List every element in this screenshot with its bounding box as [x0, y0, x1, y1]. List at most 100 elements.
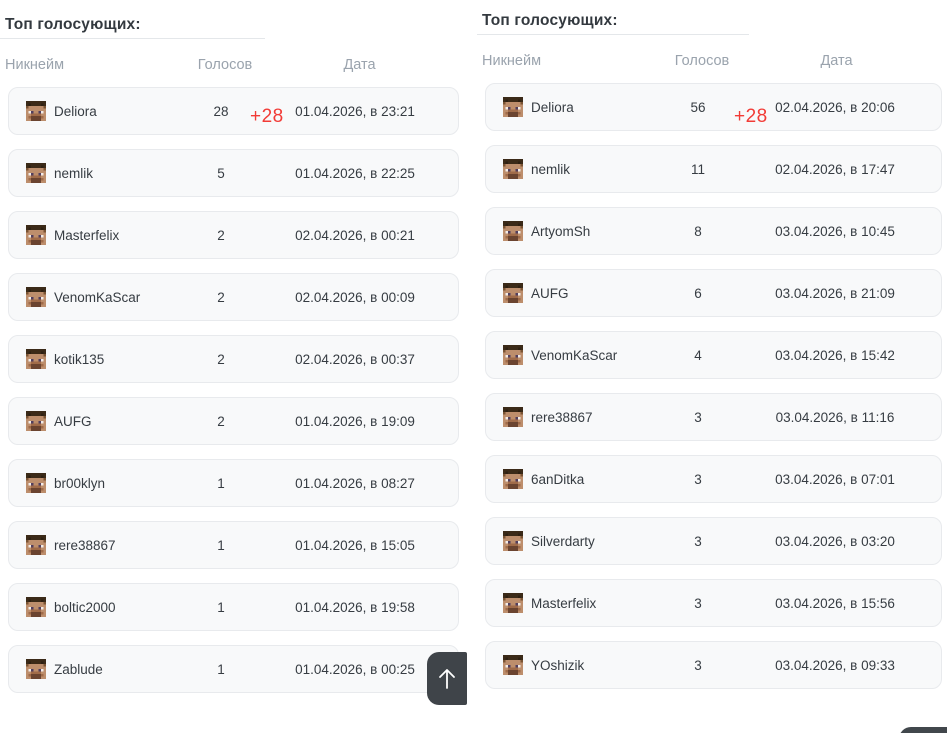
player-avatar-icon — [503, 283, 523, 303]
voter-date: 02.04.2026, в 00:21 — [295, 227, 415, 243]
scroll-to-top-button-partial[interactable] — [899, 727, 947, 733]
votes-delta-annotation: +28 — [250, 106, 284, 127]
column-header-votes: Голосов — [674, 53, 730, 69]
voter-date: 02.04.2026, в 17:47 — [775, 161, 895, 177]
voter-nickname: nemlik — [54, 165, 94, 181]
voter-row: Deliora 28 01.04.2026, в 23:21 — [8, 87, 459, 135]
player-avatar-icon — [503, 593, 523, 613]
voter-votes: 3 — [694, 409, 702, 425]
voter-name-cell: Masterfelix — [26, 225, 166, 245]
voter-row: YOshizik 3 03.04.2026, в 09:33 — [485, 641, 942, 689]
voter-nickname: Deliora — [531, 99, 574, 115]
voter-row: Masterfelix 2 02.04.2026, в 00:21 — [8, 211, 459, 259]
player-avatar-icon — [503, 469, 523, 489]
voter-row: 6anDitka 3 03.04.2026, в 07:01 — [485, 455, 942, 503]
voter-name-cell: nemlik — [26, 163, 166, 183]
voter-votes: 6 — [694, 285, 702, 301]
voter-votes: 2 — [217, 289, 225, 305]
voter-date: 01.04.2026, в 22:25 — [295, 165, 415, 181]
panel-title: Топ голосующих: — [482, 12, 618, 29]
voter-name-cell: VenomKaScar — [26, 287, 166, 307]
player-avatar-icon — [503, 531, 523, 551]
voter-votes: 2 — [217, 227, 225, 243]
voter-name-cell: nemlik — [503, 159, 643, 179]
voter-date: 02.04.2026, в 20:06 — [775, 99, 895, 115]
voter-name-cell: boltic2000 — [26, 597, 166, 617]
voter-date: 03.04.2026, в 15:56 — [775, 595, 895, 611]
scroll-to-top-button[interactable] — [427, 652, 467, 705]
voter-row: VenomKaScar 2 02.04.2026, в 00:09 — [8, 273, 459, 321]
voter-date: 01.04.2026, в 00:25 — [295, 661, 415, 677]
voter-row: boltic2000 1 01.04.2026, в 19:58 — [8, 583, 459, 631]
voter-nickname: boltic2000 — [54, 599, 116, 615]
voter-nickname: kotik135 — [54, 351, 105, 367]
voter-date: 01.04.2026, в 23:21 — [295, 103, 415, 119]
voter-votes: 1 — [217, 599, 225, 615]
voter-name-cell: br00klyn — [26, 473, 166, 493]
voter-votes: 3 — [694, 595, 702, 611]
voter-nickname: rere38867 — [54, 537, 116, 553]
column-header-votes: Голосов — [197, 57, 253, 73]
player-avatar-icon — [503, 97, 523, 117]
voter-date: 03.04.2026, в 21:09 — [775, 285, 895, 301]
voter-votes: 28 — [213, 103, 229, 119]
voter-name-cell: 6anDitka — [503, 469, 643, 489]
player-avatar-icon — [503, 159, 523, 179]
voter-nickname: Deliora — [54, 103, 97, 119]
voter-name-cell: Zablude — [26, 659, 166, 679]
voter-name-cell: VenomKaScar — [503, 345, 643, 365]
player-avatar-icon — [503, 345, 523, 365]
voter-name-cell: Silverdarty — [503, 531, 643, 551]
voter-votes: 1 — [217, 475, 225, 491]
voter-nickname: ArtyomSh — [531, 223, 591, 239]
voter-row: br00klyn 1 01.04.2026, в 08:27 — [8, 459, 459, 507]
voter-votes: 56 — [690, 99, 706, 115]
voter-nickname: br00klyn — [54, 475, 106, 491]
voter-date: 03.04.2026, в 03:20 — [775, 533, 895, 549]
column-header-nickname: Никнейм — [5, 57, 65, 73]
voter-nickname: AUFG — [531, 285, 569, 301]
voter-name-cell: Deliora — [503, 97, 643, 117]
player-avatar-icon — [26, 163, 46, 183]
voter-date: 03.04.2026, в 15:42 — [775, 347, 895, 363]
voter-votes: 3 — [694, 657, 702, 673]
voters-list: Deliora 56 02.04.2026, в 20:06 nemlik 11… — [477, 83, 947, 689]
voter-row: kotik135 2 02.04.2026, в 00:37 — [8, 335, 459, 383]
voter-row: nemlik 11 02.04.2026, в 17:47 — [485, 145, 942, 193]
player-avatar-icon — [26, 535, 46, 555]
voter-row: AUFG 2 01.04.2026, в 19:09 — [8, 397, 459, 445]
voter-nickname: Silverdarty — [531, 533, 595, 549]
voter-name-cell: Deliora — [26, 101, 166, 121]
voter-row: Silverdarty 3 03.04.2026, в 03:20 — [485, 517, 942, 565]
player-avatar-icon — [26, 473, 46, 493]
voter-row: rere38867 1 01.04.2026, в 15:05 — [8, 521, 459, 569]
voter-row: VenomKaScar 4 03.04.2026, в 15:42 — [485, 331, 942, 379]
player-avatar-icon — [503, 407, 523, 427]
player-avatar-icon — [26, 101, 46, 121]
voter-row: nemlik 5 01.04.2026, в 22:25 — [8, 149, 459, 197]
player-avatar-icon — [26, 287, 46, 307]
voter-date: 02.04.2026, в 00:09 — [295, 289, 415, 305]
voter-nickname: VenomKaScar — [54, 289, 141, 305]
voter-name-cell: rere38867 — [26, 535, 166, 555]
player-avatar-icon — [503, 221, 523, 241]
voter-date: 01.04.2026, в 19:58 — [295, 599, 415, 615]
voter-row: rere38867 3 03.04.2026, в 11:16 — [485, 393, 942, 441]
top-voters-panel-left: Топ голосующих: Никнейм Голосов Дата +28… — [0, 0, 470, 707]
title-divider — [0, 38, 265, 39]
voter-date: 03.04.2026, в 07:01 — [775, 471, 895, 487]
voter-name-cell: kotik135 — [26, 349, 166, 369]
voter-nickname: AUFG — [54, 413, 92, 429]
player-avatar-icon — [26, 225, 46, 245]
column-header-nickname: Никнейм — [482, 53, 542, 69]
voter-nickname: rere38867 — [531, 409, 593, 425]
voter-nickname: VenomKaScar — [531, 347, 618, 363]
voter-votes: 1 — [217, 537, 225, 553]
panel-title: Топ голосующих: — [5, 16, 141, 33]
player-avatar-icon — [26, 597, 46, 617]
voter-date: 01.04.2026, в 08:27 — [295, 475, 415, 491]
voter-nickname: Zablude — [54, 661, 103, 677]
voter-votes: 3 — [694, 533, 702, 549]
voter-row: AUFG 6 03.04.2026, в 21:09 — [485, 269, 942, 317]
